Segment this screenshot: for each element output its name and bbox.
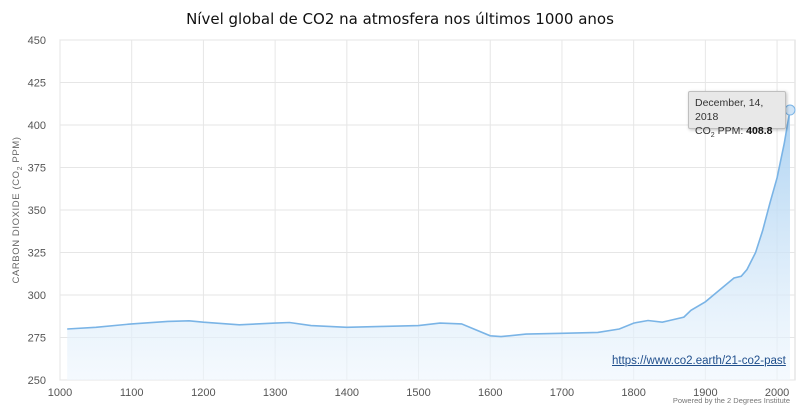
x-tick-label: 1900 [693, 387, 717, 399]
tooltip-date: December, 14, 2018 [695, 97, 764, 123]
y-tick-label: 375 [28, 163, 46, 175]
tooltip-value: 408.8 [746, 125, 773, 137]
series-area [67, 104, 796, 380]
x-tick-label: 1800 [621, 387, 645, 399]
y-axis-title-sub: 2 [17, 166, 24, 171]
x-tick-label: 1000 [48, 387, 72, 399]
y-tick-label: 300 [28, 290, 46, 302]
series-area-fill [67, 110, 791, 380]
y-axis-title-part: CARBON DIOXIDE (CO [11, 170, 22, 283]
y-tick-label: 425 [28, 78, 46, 90]
x-tick-label: 2000 [765, 387, 789, 399]
x-tick-label: 1300 [263, 387, 287, 399]
x-tick-label: 1400 [335, 387, 359, 399]
x-tick-label: 1500 [406, 387, 430, 399]
data-point-tooltip: December, 14, 2018 CO2 PPM: 408.8 [688, 91, 786, 139]
series-line [67, 109, 791, 338]
credit-text: Powered by the 2 Degrees Institute [672, 396, 790, 405]
tooltip-value-row: CO2 PPM: 408.8 [695, 124, 785, 143]
y-tick-label: 350 [28, 205, 46, 217]
y-tick-label: 450 [28, 35, 46, 47]
y-tick-label: 275 [28, 333, 46, 345]
tooltip-label: CO [695, 125, 711, 137]
chart-title: Nível global de CO2 na atmosfera nos últ… [186, 10, 614, 28]
x-tick-label: 1700 [550, 387, 574, 399]
y-tick-label: 325 [28, 248, 46, 260]
y-tick-label: 250 [28, 375, 46, 387]
tooltip-label-sub: 2 [710, 132, 715, 140]
y-tick-labels: 250 275 300 325 350 375 400 425 450 [28, 35, 46, 387]
source-link[interactable]: https://www.co2.earth/21-co2-past [612, 355, 786, 367]
highlighted-point [784, 104, 796, 116]
x-tick-label: 1200 [191, 387, 215, 399]
x-tick-label: 1600 [478, 387, 502, 399]
tooltip-label-suffix: PPM: [714, 125, 747, 137]
x-tick-labels: 1000 1100 1200 1300 1400 1500 1600 1700 1800 1900… [48, 387, 790, 399]
y-axis-title: CARBON DIOXIDE (CO2 PPM) [11, 136, 24, 283]
y-axis-title-part: PPM) [11, 136, 22, 165]
x-tick-label: 1100 [120, 387, 144, 399]
y-tick-label: 400 [28, 120, 46, 132]
